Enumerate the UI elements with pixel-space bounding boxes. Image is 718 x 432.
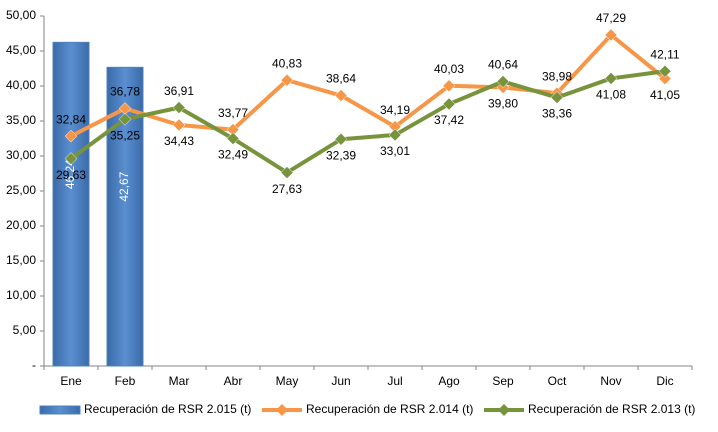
- marker: [64, 152, 78, 165]
- y-tick-label: 40,00: [6, 78, 36, 92]
- line-value-label: 41,08: [596, 88, 626, 102]
- y-tick-label: 35,00: [6, 113, 36, 127]
- bar-value-label: 42,67: [117, 171, 131, 201]
- line-value-label: 29,63: [56, 168, 86, 182]
- y-tick-label: 15,00: [6, 253, 36, 267]
- line-value-label: 38,36: [542, 107, 572, 121]
- x-tick-label: Nov: [600, 374, 621, 388]
- legend-label: Recuperación de RSR 2.015 (t): [84, 402, 251, 416]
- x-tick-label: Feb: [115, 374, 136, 388]
- x-tick-label: Ene: [60, 374, 82, 388]
- marker: [604, 72, 618, 85]
- marker: [172, 101, 186, 114]
- bar: [52, 41, 90, 367]
- line-value-label: 37,42: [434, 113, 464, 127]
- line-value-label: 32,84: [56, 112, 86, 126]
- marker: [604, 28, 618, 42]
- x-tick-label: Jul: [387, 374, 402, 388]
- marker: [280, 73, 294, 87]
- line: [69, 69, 666, 175]
- legend-marker: [498, 404, 510, 416]
- marker: [658, 72, 672, 86]
- line-value-label: 27,63: [272, 182, 302, 196]
- y-tick-label: -: [32, 358, 36, 372]
- line-value-label: 33,01: [380, 144, 410, 158]
- legend-marker: [276, 404, 288, 416]
- marker: [442, 79, 456, 93]
- line-value-label: 40,64: [488, 58, 518, 72]
- x-tick-label: Dic: [656, 374, 673, 388]
- x-tick-label: Oct: [548, 374, 567, 388]
- line-value-label: 34,19: [380, 103, 410, 117]
- line-value-label: 32,39: [326, 148, 356, 162]
- line-value-label: 34,43: [164, 134, 194, 148]
- line-value-label: 36,91: [164, 84, 194, 98]
- marker: [226, 132, 240, 145]
- x-tick-label: May: [276, 374, 299, 388]
- y-tick-label: 45,00: [6, 43, 36, 57]
- y-tick-label: 25,00: [6, 183, 36, 197]
- line-value-label: 40,03: [434, 62, 464, 76]
- marker: [658, 64, 672, 78]
- marker: [442, 97, 456, 111]
- line: [70, 32, 667, 138]
- line-value-label: 42,11: [650, 47, 679, 61]
- marker: [334, 132, 348, 146]
- x-tick-label: Abr: [224, 374, 243, 388]
- x-tick-label: Ago: [438, 374, 460, 388]
- line-value-label: 36,78: [110, 85, 140, 99]
- line-value-label: 38,64: [326, 72, 356, 86]
- marker: [388, 128, 402, 142]
- y-tick-label: 5,00: [13, 323, 37, 337]
- marker: [496, 75, 510, 88]
- line-value-label: 41,05: [650, 88, 680, 102]
- line-value-label: 33,77: [218, 106, 248, 120]
- y-tick-label: 10,00: [6, 288, 36, 302]
- line-value-label: 47,29: [596, 11, 626, 25]
- line-value-label: 35,25: [110, 128, 140, 142]
- line-value-label: 38,98: [542, 69, 572, 83]
- marker: [64, 129, 78, 143]
- x-tick-label: Sep: [492, 374, 514, 388]
- line-value-label: 40,83: [272, 56, 302, 70]
- x-tick-label: Mar: [169, 374, 190, 388]
- marker: [550, 91, 564, 104]
- marker: [280, 166, 294, 179]
- bar-value-label: 46,24: [63, 159, 77, 189]
- legend-label: Recuperación de RSR 2.013 (t): [528, 402, 695, 416]
- legend-swatch: [39, 405, 81, 415]
- y-tick-label: 30,00: [6, 148, 36, 162]
- y-tick-label: 20,00: [6, 218, 36, 232]
- marker: [334, 89, 348, 102]
- line-value-label: 32,49: [218, 148, 248, 162]
- x-tick-label: Jun: [331, 374, 350, 388]
- marker: [172, 118, 186, 132]
- y-tick-label: 50,00: [6, 8, 36, 22]
- line-value-label: 39,80: [488, 97, 518, 111]
- legend-label: Recuperación de RSR 2.014 (t): [306, 402, 473, 416]
- marker: [118, 112, 132, 126]
